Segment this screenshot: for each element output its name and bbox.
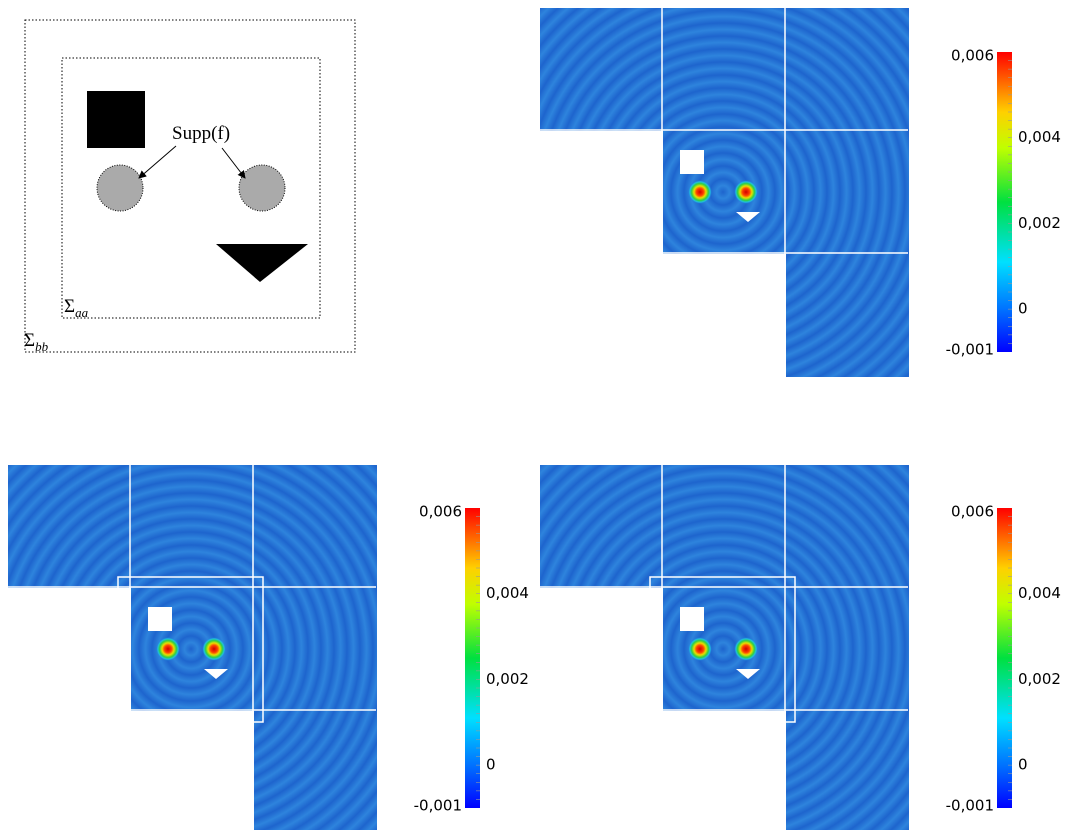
wave-pattern: [254, 465, 377, 588]
wave-pattern: [786, 131, 909, 254]
wave-pattern: [131, 588, 254, 711]
field-plot: [540, 465, 909, 830]
obstacle-square: [680, 607, 704, 631]
wave-pattern: [540, 8, 663, 131]
wave-pattern: [786, 465, 909, 588]
field-plot: [540, 8, 909, 377]
wave-pattern: [786, 711, 909, 830]
inner-boundary-label: Σaa: [64, 296, 89, 320]
wave-pattern: [8, 465, 131, 588]
support-label: Supp(f): [172, 123, 230, 144]
colorbar-label: 0,006: [419, 503, 462, 521]
obstacle-triangle: [216, 244, 308, 282]
source-peak: [734, 637, 758, 661]
wave-pattern: [540, 465, 663, 588]
wave-pattern: [786, 588, 909, 711]
wave-pattern: [131, 465, 254, 588]
symbol: Σ: [24, 330, 35, 351]
colorbar-scale: [997, 52, 1012, 352]
colorbar-label: 0,002: [486, 670, 529, 688]
wave-pattern: [786, 254, 909, 377]
colorbar-label: 0,004: [1018, 128, 1061, 146]
arrow: [138, 145, 177, 179]
subscript: bb: [35, 339, 49, 354]
colorbar: 0,006 0,004 0,002 0 -0,001: [946, 47, 1061, 359]
colorbar-scale: [997, 508, 1012, 808]
source-peak: [202, 637, 226, 661]
source-disk: [238, 164, 286, 212]
source-peak: [156, 637, 180, 661]
colorbar-label: 0: [1018, 756, 1028, 774]
colorbar: 0,006 0,004 0,002 0 -0,001: [414, 503, 529, 815]
colorbar-label: 0,002: [1018, 214, 1061, 232]
wave-pattern: [663, 8, 786, 131]
field-plot: [8, 465, 377, 830]
overlap-box: [649, 576, 796, 723]
obstacle-triangle: [204, 669, 228, 679]
colorbar-label: -0,001: [414, 797, 462, 815]
colorbar: 0,006 0,004 0,002 0 -0,001: [946, 503, 1061, 815]
obstacle-square: [680, 150, 704, 174]
symbol: Σ: [64, 296, 75, 317]
colorbar-label: 0,002: [1018, 670, 1061, 688]
colorbar-scale: [465, 508, 480, 808]
colorbar-label: -0,001: [946, 797, 994, 815]
wave-pattern: [663, 131, 786, 254]
colorbar-label: 0: [486, 756, 496, 774]
outer-boundary-label: Σbb: [24, 330, 49, 354]
source-peak: [688, 180, 712, 204]
wave-pattern: [786, 8, 909, 131]
wave-pattern: [663, 588, 786, 711]
wave-pattern: [254, 711, 377, 830]
colorbar-label: 0,006: [951, 503, 994, 521]
obstacle-square: [148, 607, 172, 631]
obstacle-triangle: [736, 212, 760, 222]
wave-pattern: [254, 588, 377, 711]
colorbar-label: 0,004: [486, 584, 529, 602]
colorbar-label: 0,004: [1018, 584, 1061, 602]
colorbar-label: 0,006: [951, 47, 994, 65]
source-peak: [688, 637, 712, 661]
arrow: [221, 147, 246, 179]
wave-pattern: [663, 465, 786, 588]
geometry-diagram: Supp(f) Σaa Σbb: [24, 19, 356, 354]
obstacle-square: [87, 91, 145, 148]
source-peak: [734, 180, 758, 204]
overlap-box: [117, 576, 264, 723]
colorbar-label: 0: [1018, 300, 1028, 318]
outer-boundary: [24, 19, 356, 353]
colorbar-label: -0,001: [946, 341, 994, 359]
subscript: aa: [75, 305, 89, 320]
source-disk: [96, 164, 144, 212]
obstacle-triangle: [736, 669, 760, 679]
